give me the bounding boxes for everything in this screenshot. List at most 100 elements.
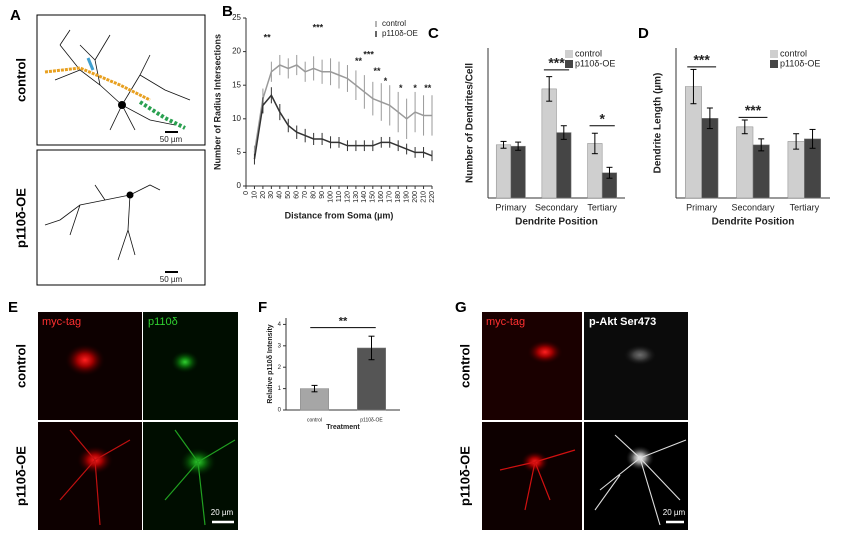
x-tick-label: Primary — [686, 202, 717, 212]
micrograph — [38, 422, 142, 530]
x-tick-label: 60 — [294, 191, 301, 199]
soma — [126, 191, 134, 199]
x-tick-label: 90 — [319, 191, 326, 199]
row-label: p110δ-OE — [13, 188, 28, 248]
panel-label: G — [455, 299, 467, 316]
panel-label: D — [638, 25, 649, 42]
significance-label: *** — [693, 52, 710, 68]
x-tick-label: 70 — [302, 191, 309, 199]
x-tick-label: 220 — [429, 191, 436, 203]
row-label: control — [13, 58, 28, 102]
neurite — [499, 449, 576, 511]
x-tick-label: Primary — [495, 202, 526, 212]
tracing-frame — [36, 149, 206, 286]
scale-bar-label: 20 µm — [211, 508, 234, 517]
y-tick-label: 0 — [237, 181, 242, 190]
legend-swatch — [770, 50, 778, 58]
x-tick-label: 200 — [412, 191, 419, 203]
significance-label: ** — [374, 66, 382, 76]
series-line — [253, 93, 433, 160]
legend-label: control — [575, 48, 602, 58]
panel-label: C — [428, 25, 439, 42]
x-tick-label: p110δ-OE — [360, 417, 383, 423]
cell-signal — [624, 345, 656, 365]
significance-label: ** — [264, 33, 272, 43]
panel-e: myc-tag p110δ control p110δ-OE 20 µm — [13, 312, 238, 530]
row-label: control — [13, 344, 28, 388]
micrograph — [584, 312, 688, 420]
legend-label: control — [382, 19, 406, 28]
y-tick-label: 4 — [278, 322, 282, 328]
bar — [701, 118, 719, 199]
x-tick-label: 110 — [336, 191, 343, 202]
row-label: control — [457, 344, 472, 388]
x-tick-label: 40 — [277, 191, 284, 199]
neuron-tracing — [44, 184, 161, 261]
panel-label: E — [8, 299, 18, 316]
y-tick-label: 3 — [278, 343, 282, 349]
micrograph — [482, 312, 582, 420]
x-tick-label: 10 — [251, 191, 258, 199]
legend-swatch — [565, 60, 573, 68]
legend-label: control — [780, 48, 807, 58]
cell-signal — [65, 344, 105, 376]
x-tick-label: Tertiary — [790, 202, 820, 212]
x-axis-title: Dendrite Position — [712, 217, 795, 228]
x-tick-label: 30 — [268, 191, 275, 199]
legend-swatch — [565, 50, 573, 58]
significance-label: ** — [424, 83, 432, 93]
channel-label: p110δ — [148, 316, 178, 328]
x-axis-title: Treatment — [326, 424, 360, 431]
x-tick-label: 0 — [243, 191, 250, 195]
channel-label: myc-tag — [42, 316, 81, 328]
y-axis-title: Relative p110δ Intensity — [267, 324, 274, 403]
y-tick-label: 10 — [232, 114, 241, 123]
y-axis-title: Number of Dendrites/Cell — [465, 63, 476, 183]
panel-label: B — [222, 3, 233, 20]
x-tick-label: control — [307, 417, 322, 423]
legend-label: p110δ-OE — [382, 29, 418, 38]
legend-swatch — [770, 60, 778, 68]
significance-label: ** — [339, 316, 348, 328]
micrograph — [143, 422, 238, 530]
cell-signal — [527, 340, 563, 364]
significance-label: *** — [313, 22, 324, 32]
x-tick-label: 140 — [361, 191, 368, 203]
y-tick-label: 25 — [232, 13, 241, 22]
neuron-tracing — [54, 29, 191, 131]
bar — [787, 141, 805, 199]
x-tick-label: 100 — [327, 191, 334, 203]
y-tick-label: 20 — [232, 47, 241, 56]
traced-dendrite — [44, 66, 151, 102]
legend-label: p110δ-OE — [575, 58, 615, 68]
x-axis-title: Distance from Soma (µm) — [285, 210, 394, 220]
significance-label: *** — [363, 49, 374, 59]
y-axis-title: Number of Radius Intersections — [212, 34, 222, 170]
micrograph — [584, 422, 688, 530]
x-tick-label: Secondary — [731, 202, 775, 212]
cell-signal — [171, 351, 199, 373]
y-tick-label: 1 — [278, 386, 282, 392]
x-tick-label: 210 — [420, 191, 427, 203]
channel-label: p-Akt Ser473 — [589, 316, 656, 328]
bar — [752, 144, 770, 199]
x-axis-title: Dendrite Position — [515, 217, 598, 228]
significance-label: ** — [355, 56, 363, 66]
significance-label: * — [399, 83, 403, 93]
bar — [541, 88, 557, 199]
bar — [556, 132, 572, 199]
y-tick-label: 5 — [237, 148, 242, 157]
x-tick-label: Secondary — [535, 202, 579, 212]
x-tick-label: 120 — [344, 191, 351, 203]
y-tick-label: 15 — [232, 80, 241, 89]
x-tick-label: 20 — [260, 191, 267, 199]
y-tick-label: 2 — [278, 365, 282, 371]
traced-dendrite — [86, 57, 95, 71]
x-tick-label: 170 — [387, 191, 394, 203]
row-label: p110δ-OE — [13, 446, 28, 506]
x-tick-label: 190 — [403, 191, 410, 203]
scale-bar-label: 50 µm — [160, 275, 183, 284]
bar — [736, 126, 754, 199]
significance-label: *** — [548, 55, 565, 71]
